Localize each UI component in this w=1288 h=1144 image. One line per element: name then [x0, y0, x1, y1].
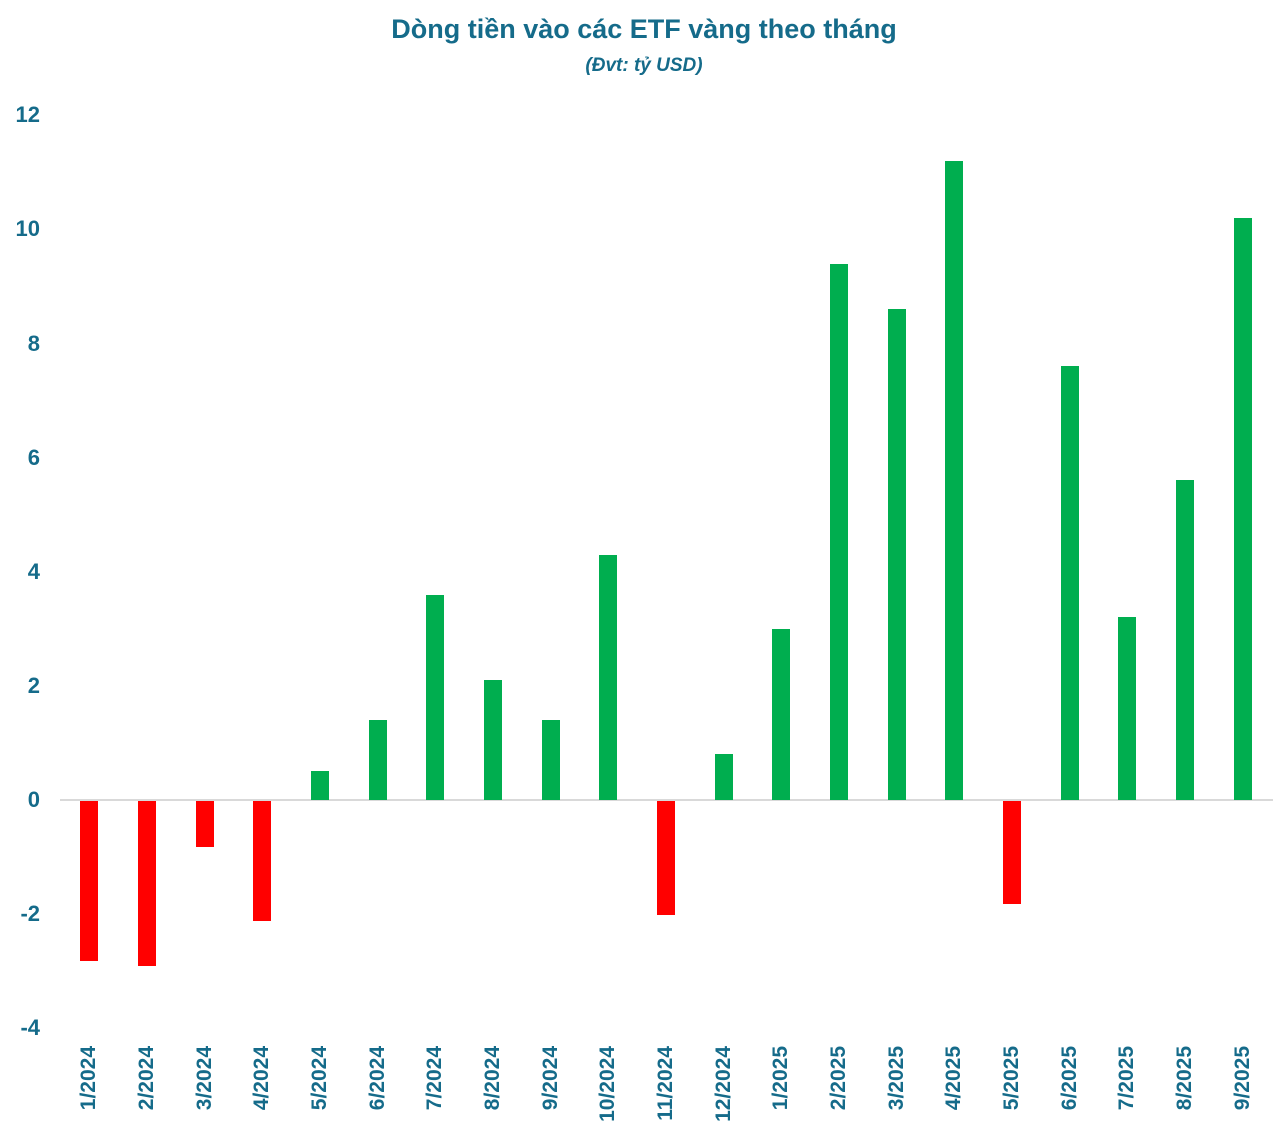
y-tick-label: 12 [15, 102, 40, 128]
bar-1-2024 [80, 801, 99, 961]
zero-axis-line [60, 799, 1273, 801]
bar-8-2025 [1175, 480, 1194, 800]
bar-4-2025 [945, 160, 964, 800]
y-tick-label: 2 [27, 672, 40, 698]
bar-7-2025 [1118, 617, 1137, 800]
bar-10-2024 [599, 554, 618, 800]
y-tick-label: 0 [27, 787, 40, 812]
bar-3-2024 [195, 801, 214, 847]
bar-1-2025 [772, 628, 791, 800]
chart-subtitle: (Đvt: tỷ USD) [585, 55, 703, 76]
y-tick-label: -4 [20, 1015, 40, 1041]
y-tick-label: 4 [27, 558, 40, 584]
bar-7-2024 [426, 594, 445, 800]
bar-5-2025 [1002, 801, 1021, 904]
bar-2-2024 [137, 801, 156, 967]
bar-9-2024 [541, 720, 560, 800]
y-tick-label: 6 [27, 444, 40, 470]
chart-title: Dòng tiền vào các ETF vàng theo tháng [391, 14, 897, 44]
bar-4-2024 [253, 801, 272, 921]
y-tick-label: -2 [20, 901, 40, 927]
bar-11-2024 [656, 801, 675, 916]
bar-5-2024 [310, 771, 329, 800]
y-tick-label: 10 [15, 216, 40, 242]
bar-3-2025 [887, 309, 906, 800]
bar-12-2024 [714, 754, 733, 800]
bar-2-2025 [829, 263, 848, 800]
bar-6-2025 [1060, 366, 1079, 800]
bar-8-2024 [483, 680, 502, 800]
bar-9-2025 [1233, 217, 1252, 800]
y-tick-label: 8 [27, 330, 40, 356]
bar-6-2024 [368, 720, 387, 800]
